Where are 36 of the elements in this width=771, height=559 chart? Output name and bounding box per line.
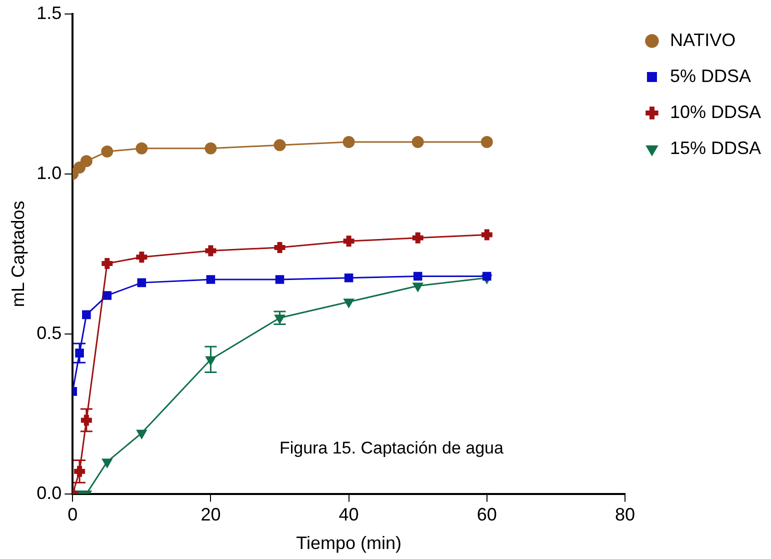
point bbox=[275, 275, 284, 284]
x-axis-title: Tiempo (min) bbox=[296, 533, 402, 554]
point bbox=[412, 136, 424, 148]
legend-label: 5% DDSA bbox=[670, 66, 751, 86]
point bbox=[480, 136, 493, 148]
point bbox=[274, 139, 286, 152]
point bbox=[482, 272, 492, 281]
y-tick-label: 1.5 bbox=[36, 2, 62, 23]
x-tick-label: 60 bbox=[476, 504, 497, 525]
legend-label: 15% DDSA bbox=[670, 138, 762, 158]
point bbox=[137, 278, 146, 288]
x-tick-label: 0 bbox=[68, 504, 78, 525]
point bbox=[344, 274, 354, 282]
y-tick-label: 0.5 bbox=[36, 322, 62, 343]
point bbox=[102, 458, 112, 468]
y-axis-title: mL Captados bbox=[8, 200, 28, 308]
point bbox=[413, 272, 422, 281]
point bbox=[101, 146, 114, 158]
point bbox=[82, 310, 91, 320]
point bbox=[80, 155, 92, 168]
y-tick-label: 0.0 bbox=[36, 482, 62, 503]
x-tick-label: 80 bbox=[614, 504, 635, 525]
point bbox=[204, 142, 217, 154]
point bbox=[342, 136, 355, 148]
point bbox=[136, 142, 148, 154]
point bbox=[136, 430, 147, 440]
annotation: Figura 15. Captación de agua bbox=[279, 438, 504, 458]
point bbox=[102, 291, 112, 300]
point bbox=[206, 275, 216, 284]
y-tick-label: 1.0 bbox=[36, 162, 62, 183]
legend-label: 10% DDSA bbox=[670, 102, 762, 122]
x-tick-label: 40 bbox=[338, 504, 359, 525]
point bbox=[412, 282, 424, 292]
point bbox=[344, 298, 354, 308]
x-tick-label: 20 bbox=[200, 504, 221, 525]
legend-label: NATIVO bbox=[670, 30, 736, 50]
